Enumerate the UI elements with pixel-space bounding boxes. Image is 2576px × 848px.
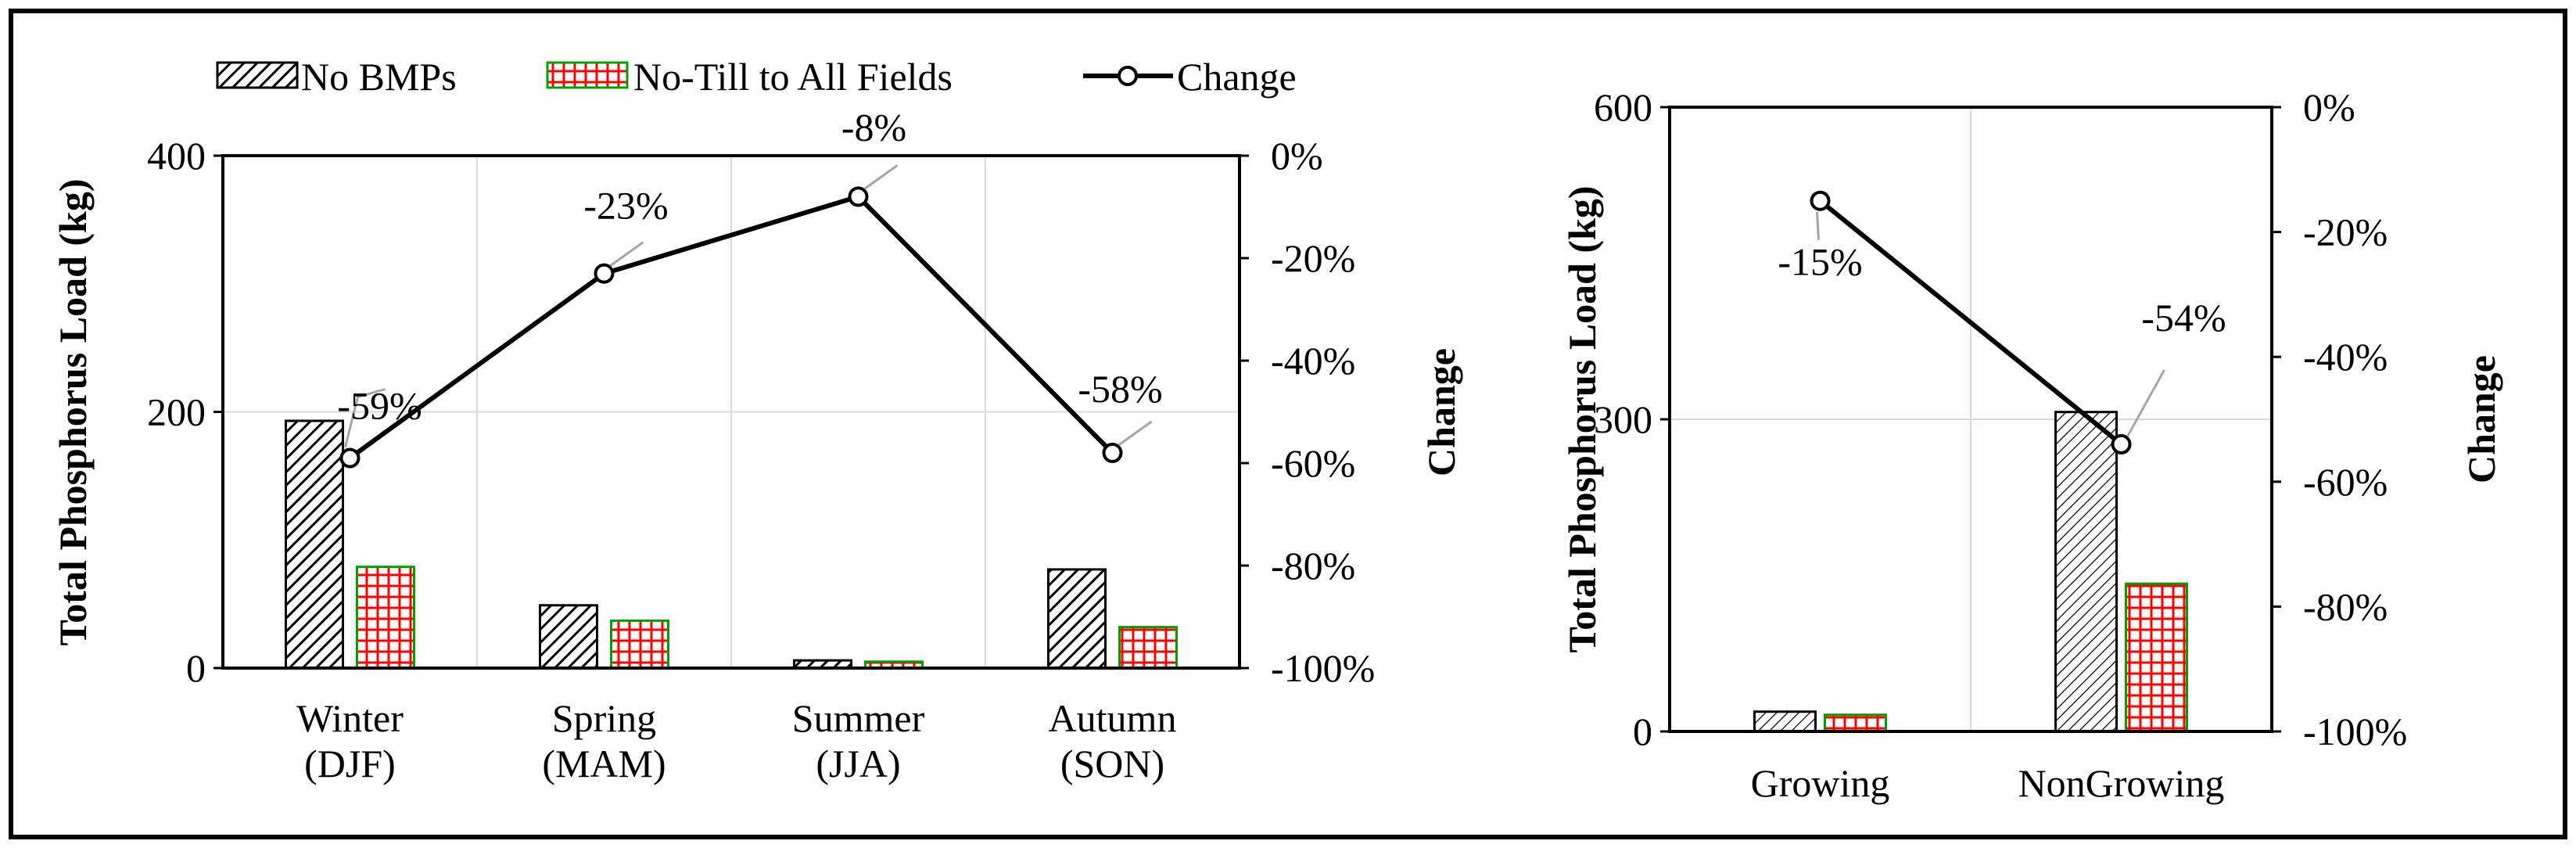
bar-no-till bbox=[2125, 582, 2188, 733]
change-marker bbox=[1810, 190, 1831, 211]
legend-swatch-no-till bbox=[546, 61, 629, 89]
y-axis-label: Total Phosphorus Load (kg) bbox=[51, 179, 95, 646]
change-data-label: -58% bbox=[1078, 367, 1162, 411]
y2-tick-label: 0% bbox=[1271, 134, 1323, 178]
bar-no-till bbox=[610, 619, 669, 670]
change-marker bbox=[594, 263, 615, 284]
change-marker bbox=[339, 447, 361, 469]
y2-axis-label: Change bbox=[2459, 355, 2503, 483]
y2-axis-ticks: 0% -20% -40% -60% -80% -100% bbox=[2272, 85, 2407, 753]
y-tick-label: 600 bbox=[1594, 85, 1652, 129]
x-tick-label: (JJA) bbox=[816, 742, 900, 785]
change-marker bbox=[1102, 442, 1123, 463]
change-labels: -15% -54% bbox=[1778, 211, 2226, 437]
y2-tick-label: -20% bbox=[1271, 236, 1355, 280]
y-tick-label: 300 bbox=[1594, 397, 1652, 441]
y-tick-label: 0 bbox=[1633, 710, 1652, 753]
label-leader bbox=[1118, 420, 1153, 447]
x-tick-label: Growing bbox=[1751, 761, 1890, 805]
x-tick-label: Spring bbox=[552, 696, 656, 740]
y-tick-label: 400 bbox=[147, 134, 206, 178]
chart-seasonal: -59% -23% -8% -58% 0 200 400 0% -20% -40% -60% -8… bbox=[51, 105, 1463, 785]
label-leader bbox=[2126, 369, 2165, 437]
y2-tick-label: -40% bbox=[2303, 335, 2388, 379]
y2-tick-label: -100% bbox=[2303, 710, 2407, 753]
label-leader bbox=[609, 241, 644, 267]
x-tick-label: Summer bbox=[792, 696, 925, 740]
change-marker bbox=[848, 186, 869, 207]
change-line bbox=[1810, 190, 2132, 455]
x-tick-label: Autumn bbox=[1049, 696, 1177, 740]
change-data-label: -8% bbox=[841, 105, 906, 149]
y-tick-label: 0 bbox=[186, 646, 206, 690]
bar-no-till bbox=[356, 566, 415, 670]
change-data-label: -15% bbox=[1778, 240, 1862, 284]
bar-no-bmps bbox=[2054, 411, 2118, 733]
y2-axis-ticks: 0% -20% -40% -60% -80% -100% bbox=[1240, 134, 1375, 690]
x-axis-ticks: Growing NonGrowing bbox=[1751, 761, 2225, 805]
x-tick-label: (MAM) bbox=[542, 742, 666, 785]
y-tick-label: 200 bbox=[147, 390, 206, 434]
change-data-label: -59% bbox=[337, 383, 422, 427]
chart-growing: -15% -54% 0 300 600 0% -20% -40% -60% -80% -100%… bbox=[1560, 85, 2503, 805]
legend-label-no-bmps: No BMPs bbox=[301, 55, 457, 99]
y2-tick-label: -60% bbox=[1271, 441, 1355, 485]
legend-label-change: Change bbox=[1177, 55, 1297, 99]
y2-tick-label: -60% bbox=[2303, 460, 2388, 504]
bar-no-bmps bbox=[1753, 710, 1817, 733]
bar-no-bmps bbox=[1047, 568, 1107, 670]
y2-tick-label: -100% bbox=[1271, 646, 1375, 690]
x-tick-label: (SON) bbox=[1060, 742, 1164, 785]
x-axis-ticks: Winter(DJF) Spring(MAM) Summer(JJA) Autumn(… bbox=[296, 696, 1176, 785]
x-tick-label: (DJF) bbox=[304, 742, 396, 785]
bar-no-bmps bbox=[539, 604, 598, 670]
bar-no-till bbox=[1824, 713, 1887, 733]
y-axis-ticks: 0 300 600 bbox=[1594, 85, 1670, 753]
y2-axis-label: Change bbox=[1419, 348, 1463, 476]
legend: No BMPs No-Till to All Fields Change bbox=[216, 55, 1297, 99]
y2-tick-label: -80% bbox=[1271, 544, 1355, 587]
legend-marker-change bbox=[1118, 66, 1138, 86]
y2-tick-label: -20% bbox=[2303, 210, 2388, 254]
label-leader bbox=[1816, 211, 1820, 240]
bar-no-bmps bbox=[285, 419, 344, 670]
legend-swatch-no-bmps bbox=[216, 61, 299, 89]
label-leader bbox=[863, 164, 899, 190]
x-tick-label: NonGrowing bbox=[2018, 761, 2225, 805]
change-polyline bbox=[348, 194, 1114, 460]
change-line bbox=[339, 186, 1123, 469]
bar-no-till bbox=[1118, 626, 1178, 670]
change-marker bbox=[2111, 433, 2132, 455]
change-data-label: -23% bbox=[583, 184, 668, 228]
legend-label-no-till: No-Till to All Fields bbox=[633, 55, 953, 99]
y-axis-ticks: 0 200 400 bbox=[147, 134, 223, 690]
change-data-label: -54% bbox=[2141, 296, 2226, 340]
change-labels: -59% -23% -8% -58% bbox=[337, 105, 1163, 447]
change-polyline bbox=[1818, 199, 2123, 447]
bars bbox=[285, 419, 1178, 670]
y2-tick-label: -80% bbox=[2303, 584, 2388, 628]
x-tick-label: Winter bbox=[296, 696, 404, 740]
y2-tick-label: 0% bbox=[2303, 85, 2355, 129]
label-leader bbox=[344, 388, 386, 447]
y2-tick-label: -40% bbox=[1271, 339, 1355, 383]
y-axis-label: Total Phosphorus Load (kg) bbox=[1560, 186, 1604, 653]
